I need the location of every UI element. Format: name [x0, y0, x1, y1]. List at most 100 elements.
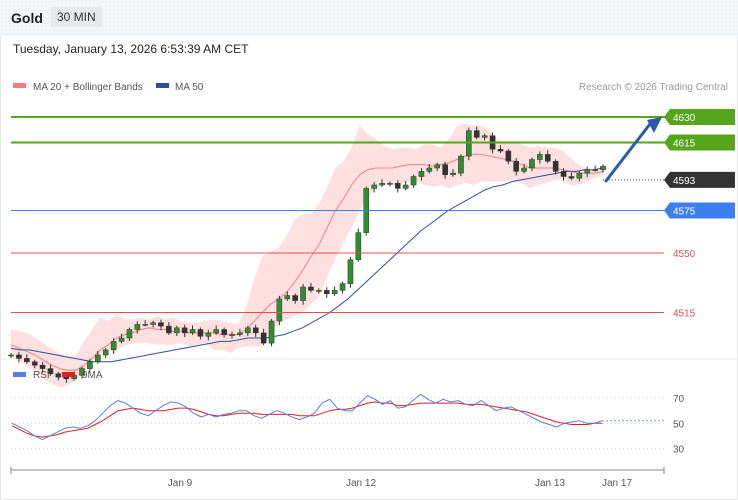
bollinger-band	[11, 123, 603, 388]
price-level-label: 4630	[673, 113, 696, 124]
candle-body	[284, 295, 291, 300]
candle-body	[221, 329, 227, 335]
candle-body	[497, 149, 504, 152]
rsi-line	[11, 393, 603, 441]
candle-body	[410, 176, 417, 186]
ma50-legend-label: MA 50	[175, 82, 204, 93]
candle-body	[55, 373, 62, 378]
timeframe-badge[interactable]: 30 MIN	[51, 7, 102, 27]
candle-body	[87, 361, 93, 369]
rsi-tick-label: 50	[673, 419, 685, 430]
candle-body	[63, 376, 70, 380]
rsi-tick-label: 30	[673, 444, 685, 455]
candle-body	[181, 327, 188, 334]
rsi-legend-label: RSI	[33, 370, 50, 381]
candle-body	[592, 169, 598, 171]
candle-body	[158, 322, 164, 327]
price-level-tag	[664, 202, 735, 219]
x-axis: Jan 9 Jan 12 Jan 13 Jan 17	[10, 467, 665, 489]
rsi-legend-swatch	[13, 372, 26, 377]
x-tick-label: Jan 12	[346, 478, 376, 489]
x-tick-label: Jan 17	[602, 478, 632, 489]
candle-body	[79, 368, 85, 376]
price-level-label: 4515	[673, 309, 696, 320]
price-level-label: 4575	[673, 207, 696, 218]
candle-body	[379, 183, 385, 186]
forecast-arrow-shaft	[604, 122, 652, 183]
candle-body	[39, 364, 46, 369]
candle-body	[308, 286, 314, 291]
rsi-plot: 30 50 70	[11, 393, 685, 455]
candle-body	[560, 171, 567, 177]
candle-body	[134, 324, 141, 330]
price-levels: 4630 4615 4593 4575 4550 4515	[11, 109, 735, 320]
price-level-label: 4550	[673, 249, 696, 260]
price-level-label: 4593	[673, 176, 696, 187]
candle-body	[16, 354, 22, 359]
x-tick-label: Jan 13	[535, 478, 565, 489]
price-plot	[8, 123, 606, 388]
candle-body	[213, 329, 220, 334]
rsi-tick-label: 70	[673, 394, 685, 405]
candle-body	[513, 160, 519, 172]
copyright-label: Research © 2026 Trading Central	[579, 82, 728, 93]
ma50-legend-swatch	[156, 83, 169, 88]
candle-body	[237, 332, 243, 335]
candle-body	[600, 166, 606, 170]
candle-body	[316, 290, 322, 292]
ma20-line	[10, 153, 604, 371]
candle-body	[229, 334, 235, 336]
candle-body	[276, 298, 283, 322]
candle-body	[552, 160, 559, 172]
candle-body	[150, 322, 156, 325]
rsi-ma-legend-swatch	[62, 372, 75, 377]
ma50-line	[10, 167, 604, 363]
instrument-title: Gold	[11, 10, 43, 26]
candle-body	[197, 329, 204, 337]
candle-body	[418, 171, 425, 177]
candle-body	[142, 324, 149, 326]
candle-body	[300, 286, 306, 301]
candle-body	[331, 290, 338, 295]
candle-body	[260, 332, 267, 344]
price-level-label: 4615	[673, 139, 696, 150]
candle-body	[434, 164, 441, 169]
candle-body	[355, 232, 362, 261]
candle-body	[584, 169, 591, 174]
candle-body	[245, 327, 251, 334]
candle-body	[95, 354, 101, 363]
header-bar: Gold 30 MIN	[0, 0, 738, 36]
ma20-legend-label: MA 20 + Bollinger Bands	[33, 82, 143, 93]
candle-body	[31, 361, 38, 366]
candle-body	[505, 150, 512, 162]
candle-body	[387, 183, 393, 185]
price-level-tag	[664, 171, 735, 188]
candle-body	[458, 155, 464, 174]
candle-body	[576, 172, 583, 179]
candle-body	[426, 167, 433, 172]
candle-body	[481, 135, 488, 138]
candle-body	[544, 154, 551, 162]
x-tick-label: Jan 9	[168, 478, 193, 489]
candle-body	[102, 349, 109, 356]
candle-body	[173, 327, 180, 334]
candle-body	[402, 184, 409, 189]
price-level-tag	[664, 134, 735, 151]
candle-body	[126, 329, 133, 339]
candle-body	[110, 341, 117, 351]
candle-body	[339, 283, 346, 291]
candle-body	[347, 259, 354, 284]
candle-body	[118, 337, 125, 342]
candle-body	[205, 332, 212, 337]
rsi-ma-legend-label: 9MA	[82, 370, 103, 381]
candle-body	[529, 159, 535, 169]
candle-body	[47, 368, 54, 374]
candle-body	[394, 183, 401, 189]
price-level-tag	[664, 109, 735, 125]
candle-body	[268, 320, 275, 344]
rsi-ma-line	[11, 401, 602, 438]
candle-body	[521, 167, 527, 172]
candle-body	[292, 295, 298, 301]
forecast-arrow-head	[647, 117, 662, 133]
timestamp: Tuesday, January 13, 2026 6:53:39 AM CET	[13, 42, 249, 56]
